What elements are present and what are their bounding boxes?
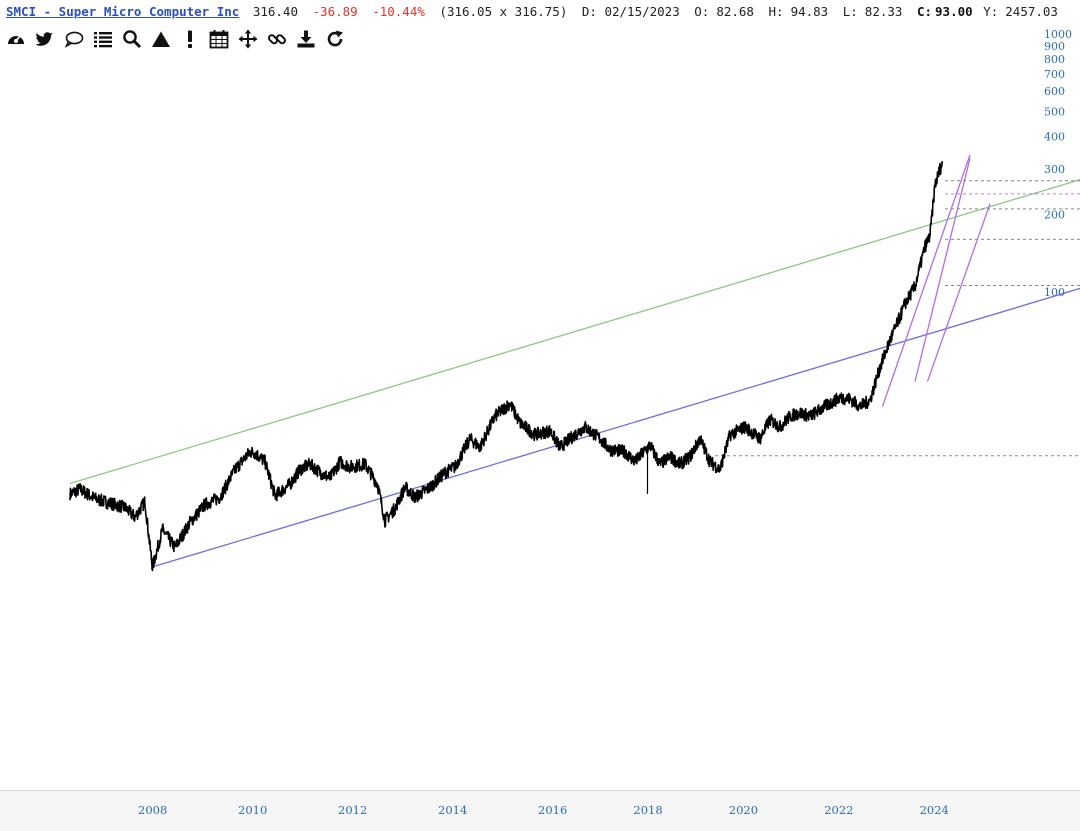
quote-date: D: 02/15/2023: [582, 4, 680, 19]
low-label: L:: [843, 4, 858, 19]
x-tick-label-2012: 2012: [338, 803, 367, 817]
trendline-fan-3: [915, 158, 970, 381]
y-tick-label-2: 800: [1044, 53, 1065, 66]
chart-toolbar: [4, 28, 347, 50]
last-price: 316.40: [253, 4, 298, 19]
ticker-link[interactable]: SMCI - Super Micro Computer Inc: [6, 4, 239, 19]
y-label: Y:: [983, 4, 998, 19]
y-tick-label-7: 300: [1044, 163, 1065, 176]
close-label: C:: [917, 4, 932, 19]
x-tick-label-2008: 2008: [138, 803, 167, 817]
comment-icon[interactable]: [62, 28, 86, 50]
price-change: -36.89: [313, 4, 358, 19]
y-tick-label-3: 700: [1044, 68, 1065, 81]
trendline-channel-lower-1: [153, 285, 1080, 566]
x-tick-label-2020: 2020: [729, 803, 758, 817]
calendar-icon[interactable]: [207, 28, 231, 50]
x-axis: 2008 2010 2012 2014 2016 2018 2020 2022 2024: [0, 790, 1080, 830]
x-tick-label-2014: 2014: [438, 803, 467, 817]
download-icon[interactable]: [294, 28, 318, 50]
y-tick-label-4: 600: [1044, 85, 1065, 98]
link-icon[interactable]: [265, 28, 289, 50]
x-tick-label-2018: 2018: [633, 803, 662, 817]
x-tick-label-2024: 2024: [920, 803, 949, 817]
y-value: 2457.03: [1005, 4, 1058, 19]
move-icon[interactable]: [236, 28, 260, 50]
open-label: O:: [694, 4, 709, 19]
y-tick-label-9: 100: [1044, 286, 1065, 299]
bid-ask-range: (316.05 x 316.75): [439, 4, 567, 19]
triangle-icon[interactable]: [149, 28, 173, 50]
close-value: 93.00: [935, 4, 973, 19]
x-tick-label-2016: 2016: [538, 803, 567, 817]
twitter-icon[interactable]: [33, 28, 57, 50]
y-tick-label-6: 400: [1044, 131, 1065, 144]
y-tick-label-5: 500: [1044, 106, 1065, 119]
dashboard-icon[interactable]: [4, 28, 28, 50]
quote-header: SMCI - Super Micro Computer Inc 316.40 -…: [6, 4, 1065, 22]
price-change-pct: -10.44%: [372, 4, 425, 19]
low-value: 82.33: [865, 4, 903, 19]
open-value: 82.68: [716, 4, 754, 19]
high-value: 94.83: [791, 4, 829, 19]
trendline-fan-2: [883, 155, 971, 407]
x-tick-label-2010: 2010: [238, 803, 267, 817]
list-icon[interactable]: [91, 28, 115, 50]
x-tick-label-2022: 2022: [824, 803, 853, 817]
refresh-icon[interactable]: [323, 28, 347, 50]
exclamation-icon[interactable]: [178, 28, 202, 50]
search-icon[interactable]: [120, 28, 144, 50]
y-tick-label-1: 900: [1044, 40, 1065, 53]
high-label: H:: [769, 4, 784, 19]
price-series-line: [70, 162, 943, 571]
y-tick-label-8: 200: [1044, 208, 1065, 221]
